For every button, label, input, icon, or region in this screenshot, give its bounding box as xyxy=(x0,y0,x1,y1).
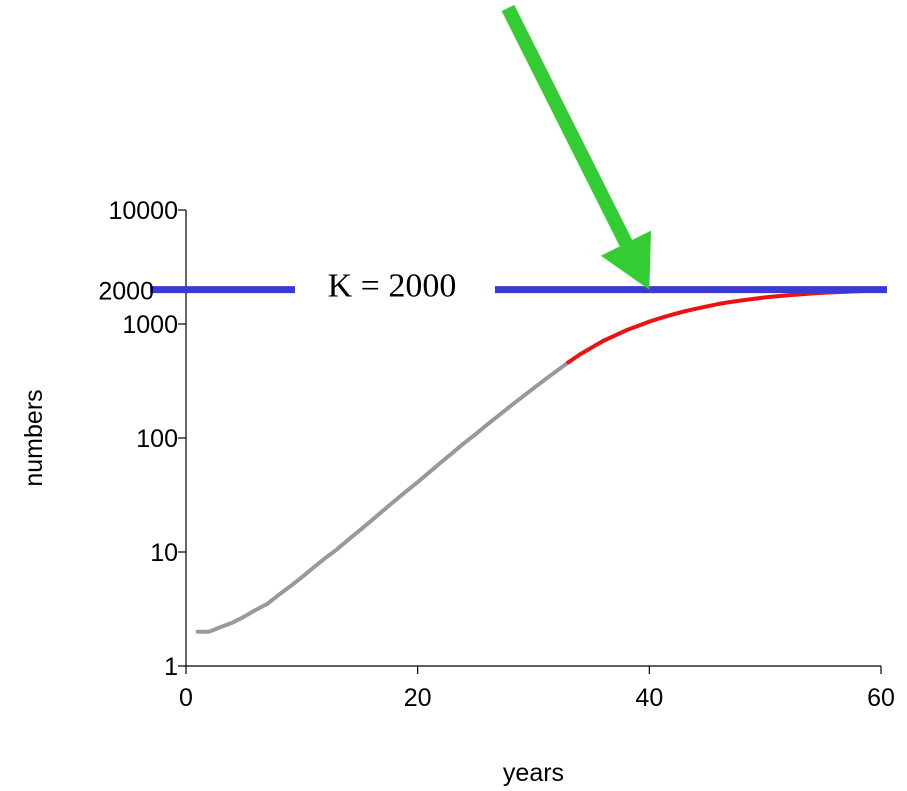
carrying-capacity: K = 2000 xyxy=(150,268,887,305)
y-tick-label: 10 xyxy=(150,539,178,567)
y-tick-label: 1 xyxy=(164,653,178,681)
arrow-head xyxy=(601,230,651,290)
y-tick-label-2000: 2000 xyxy=(98,278,154,306)
series-line-exponential xyxy=(195,360,571,634)
series-lines xyxy=(195,288,883,634)
y-axis-title: numbers xyxy=(20,389,48,486)
k-label: K = 2000 xyxy=(328,268,457,305)
y-tick-label: 1000 xyxy=(122,311,178,339)
y-tick-label: 10000 xyxy=(108,197,178,225)
arrow-shaft xyxy=(501,4,633,247)
x-axis-title: years xyxy=(503,759,564,787)
y-tick-label: 100 xyxy=(136,425,178,453)
green-arrow xyxy=(501,4,651,290)
x-tick-label: 40 xyxy=(635,684,663,712)
x-tick-label: 60 xyxy=(867,684,895,712)
axes xyxy=(185,210,881,667)
x-tick-label: 0 xyxy=(179,684,193,712)
series-line-saturating xyxy=(566,288,883,365)
x-tick-label: 20 xyxy=(404,684,432,712)
tick-labels: 1 10 100 1000 10000 2000 0 20 40 60 xyxy=(98,197,895,712)
tick-marks xyxy=(178,209,882,674)
